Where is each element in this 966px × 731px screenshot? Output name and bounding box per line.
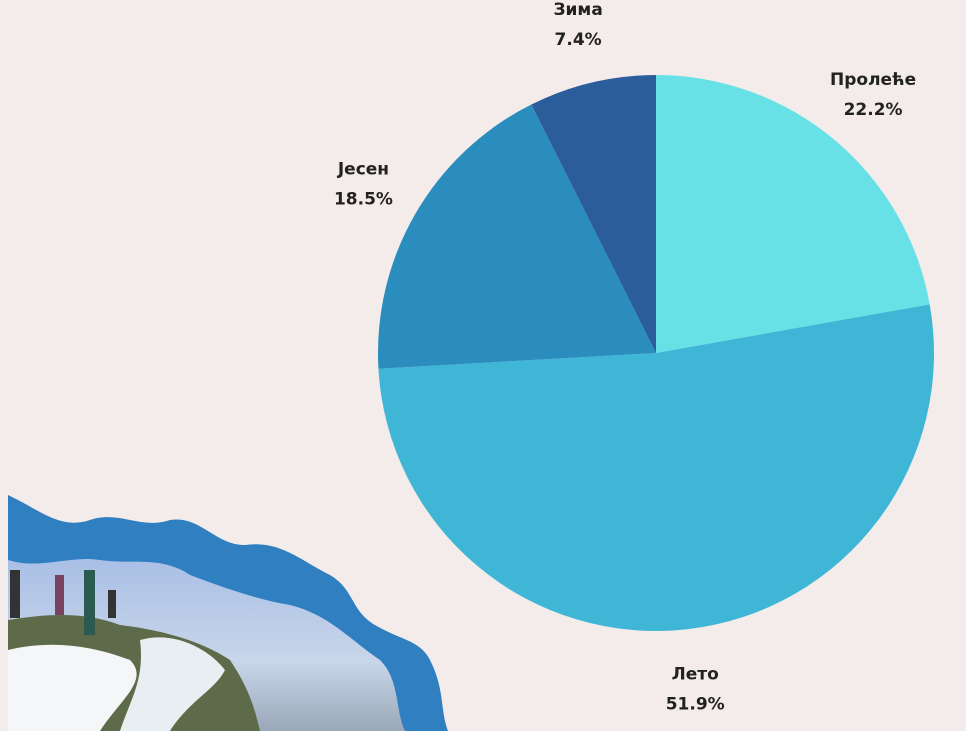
slice-label: Јесен: [337, 160, 389, 180]
slice-value-label: 7.4%: [555, 30, 602, 50]
slice-value-label: 18.5%: [334, 190, 393, 210]
slice-label: Пролеће: [830, 70, 916, 90]
pie-slice: [378, 104, 656, 369]
slice-value-label: 22.2%: [844, 100, 903, 120]
pie-slice: [531, 75, 656, 353]
slice-label: Зима: [553, 0, 602, 20]
decorative-photo: [8, 495, 448, 731]
slice-value-label: 51.9%: [666, 695, 725, 715]
slice-label: Лето: [672, 665, 719, 685]
pie-chart: Пролеће 22.2% Лето 51.9% Јесен 18.5% Зима 7.4%: [334, 0, 935, 715]
pie-slice: [656, 75, 930, 353]
pie-slice: [378, 304, 935, 631]
